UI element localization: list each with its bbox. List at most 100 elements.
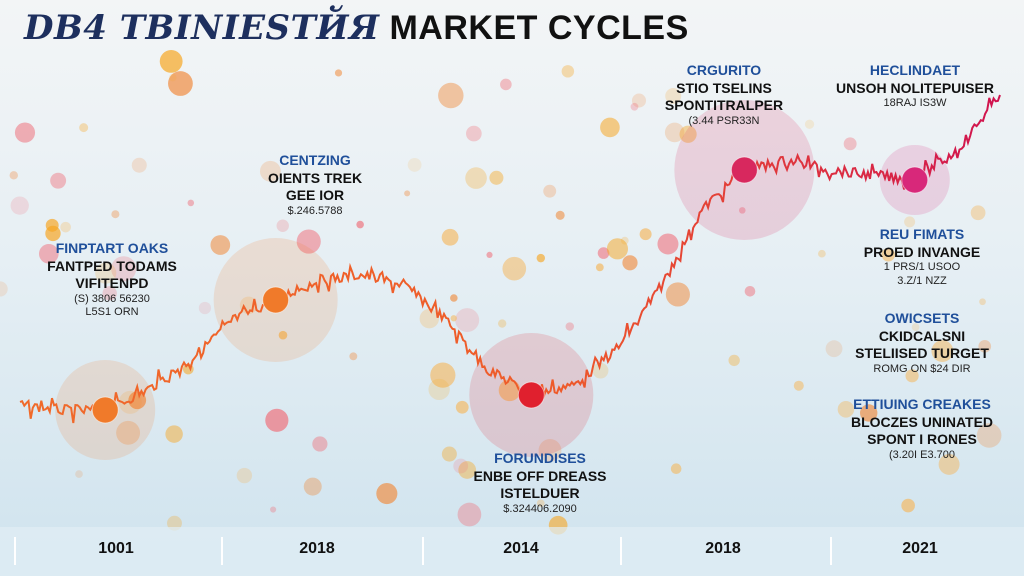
background-dot: [979, 298, 986, 306]
annotation-4: CRGURITO STIO TSELINS SPONTITRALPER (3.4…: [665, 62, 783, 128]
annotation-heading: OWICSETS: [884, 310, 960, 326]
background-dot: [538, 439, 562, 462]
background-dot: [543, 184, 557, 198]
background-dot: [561, 65, 575, 78]
x-axis: 1001 2018 2014 2018 2021: [0, 527, 1024, 576]
background-dot: [79, 123, 89, 133]
background-dot: [630, 102, 639, 111]
series-line: [19, 94, 1001, 424]
annotation-line: CKIDCALSNI: [878, 327, 966, 344]
background-dot: [793, 380, 804, 391]
axis-divider: [422, 537, 424, 565]
background-dot: [970, 205, 986, 221]
background-dot: [168, 71, 193, 96]
background-dot: [276, 219, 289, 232]
background-dot: [665, 88, 682, 104]
background-dot: [555, 210, 565, 220]
annotation-line: VIFITENPD: [75, 275, 149, 291]
background-dot: [498, 319, 507, 328]
background-dot: [404, 190, 411, 197]
background-dot: [457, 502, 482, 527]
background-dot: [931, 340, 954, 362]
annotation-line: PROED INVANGE: [863, 243, 981, 260]
background-dot: [210, 235, 231, 255]
annotation-1: FINPTART OAKS FANTPED TODAMS VIFITENPD (…: [47, 240, 177, 320]
background-dot: [303, 477, 322, 496]
background-dot: [600, 117, 620, 138]
annotation-2: CENTZING OIENTS TREK GEE IOR $.246.5788: [268, 152, 362, 218]
annotation-7: OWICSETS CKIDCALSNI STELIISED TURGET ROM…: [855, 310, 989, 376]
annotation-line: BLOCZES UNINATED: [850, 413, 994, 430]
highlight-markers: [91, 156, 929, 424]
background-dot: [657, 233, 679, 255]
background-dot: [486, 251, 493, 258]
background-dot: [489, 170, 504, 185]
background-dot: [128, 391, 147, 410]
background-dot: [407, 158, 422, 172]
background-dot: [592, 362, 609, 379]
background-dot: [455, 400, 469, 414]
annotation-heading: FORUNDISES: [494, 450, 586, 466]
background-dot: [595, 263, 604, 272]
x-tick-label: 2021: [902, 540, 938, 557]
background-dot: [804, 119, 815, 129]
background-dot: [901, 498, 915, 513]
background-dot: [38, 243, 59, 264]
background-dot: [458, 461, 477, 479]
annotation-heading: REU FIMATS: [879, 226, 965, 242]
background-dot: [536, 253, 546, 263]
background-dot: [450, 315, 457, 322]
background-dot: [168, 73, 177, 82]
background-dot: [187, 199, 195, 207]
annotation-line: OIENTS TREK: [267, 169, 363, 186]
annotation-value: $.324406.2090: [503, 502, 577, 515]
highlight-marker: [262, 286, 290, 314]
annotation-line: SPONTITRALPER: [664, 97, 784, 113]
background-dot: [270, 506, 277, 513]
annotation-line: GEE IOR: [285, 187, 345, 203]
title-prefix: DB4 TBINIESTЙЯ: [24, 8, 380, 48]
background-dot: [60, 221, 71, 233]
annotation-heading: HECLINDAET: [869, 62, 961, 78]
background-dot: [167, 515, 182, 531]
background-dot: [498, 379, 521, 402]
background-dot: [620, 236, 629, 245]
background-dot: [50, 172, 67, 189]
background-dot: [278, 330, 288, 340]
annotation-heading: CRGURITO: [686, 62, 762, 78]
annotation-heading: ETTIUING CREAKES: [853, 396, 991, 412]
annotation-line: SPONT I RONES: [867, 431, 977, 447]
axis-divider: [221, 537, 223, 565]
background-dot: [622, 255, 638, 271]
annotation-heading: CENTZING: [279, 152, 351, 168]
background-dot: [938, 453, 960, 475]
chart-title: DB4 TBINIESTЙЯ MARKET CYCLES: [24, 8, 689, 48]
background-dot: [430, 362, 456, 388]
background-dot: [665, 282, 690, 307]
highlight-halos: [55, 100, 950, 460]
annotation-value: L5S1 ORN: [85, 306, 139, 319]
background-dot: [334, 69, 343, 77]
background-dot: [116, 420, 141, 445]
background-dot: [744, 285, 756, 297]
annotation-value: (3.20I E3.700: [888, 448, 956, 461]
annotation-3: FORUNDISES ENBE OFF DREASS ISTELDUER $.3…: [473, 450, 606, 516]
background-dot: [565, 322, 575, 331]
background-dot: [102, 286, 117, 301]
annotation-6: REU FIMATS PROED INVANGE 1 PRS/1 USOO 3.…: [864, 226, 980, 289]
annotation-value: 3.Z/1 NZZ: [897, 274, 947, 287]
annotation-value: (S) 3806 56230: [74, 292, 150, 305]
background-dot: [466, 125, 482, 142]
background-dot: [455, 308, 480, 333]
background-dot: [45, 218, 59, 232]
background-dot: [450, 294, 458, 302]
background-dot: [312, 436, 328, 452]
background-dot: [606, 238, 629, 260]
background-dot: [825, 340, 843, 358]
background-dot: [631, 93, 647, 108]
background-dot: [860, 404, 878, 422]
x-tick-label: 1001: [98, 540, 134, 557]
annotation-value: (3.44 PSR33N: [688, 114, 760, 127]
annotation-value: $.246.5788: [287, 204, 343, 217]
